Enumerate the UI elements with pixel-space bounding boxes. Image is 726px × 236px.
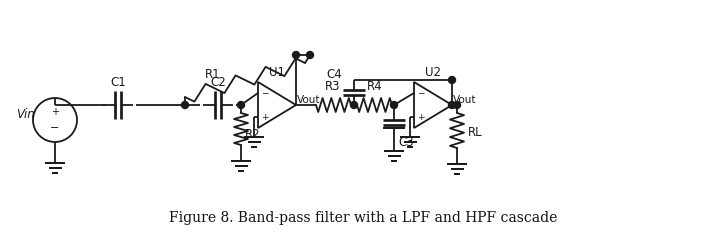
Text: R4: R4	[367, 80, 383, 93]
Text: +: +	[417, 113, 425, 122]
Text: R1: R1	[205, 68, 221, 81]
Text: U2: U2	[425, 67, 441, 80]
Text: RL: RL	[468, 126, 482, 139]
Circle shape	[351, 101, 357, 109]
Text: Figure 8. Band-pass filter with a LPF and HPF cascade: Figure 8. Band-pass filter with a LPF an…	[169, 211, 557, 225]
Circle shape	[293, 51, 300, 59]
Text: −: −	[261, 88, 269, 97]
Text: −: −	[50, 123, 60, 133]
Circle shape	[306, 51, 314, 59]
Text: C3: C3	[398, 136, 414, 149]
Circle shape	[454, 101, 460, 109]
Circle shape	[449, 101, 455, 109]
Circle shape	[449, 76, 455, 84]
Text: +: +	[261, 113, 269, 122]
Circle shape	[237, 101, 245, 109]
Text: C4: C4	[326, 68, 342, 81]
Text: −: −	[417, 88, 425, 97]
Text: Vout: Vout	[453, 95, 477, 105]
Circle shape	[391, 101, 398, 109]
Text: R2: R2	[245, 128, 261, 142]
Text: C1: C1	[110, 76, 126, 89]
Text: U1: U1	[269, 67, 285, 80]
Text: +: +	[51, 107, 59, 117]
Text: Vin: Vin	[16, 109, 35, 122]
Circle shape	[182, 101, 189, 109]
Text: C2: C2	[210, 76, 226, 89]
Text: R3: R3	[325, 80, 340, 93]
Text: Vout: Vout	[297, 95, 321, 105]
